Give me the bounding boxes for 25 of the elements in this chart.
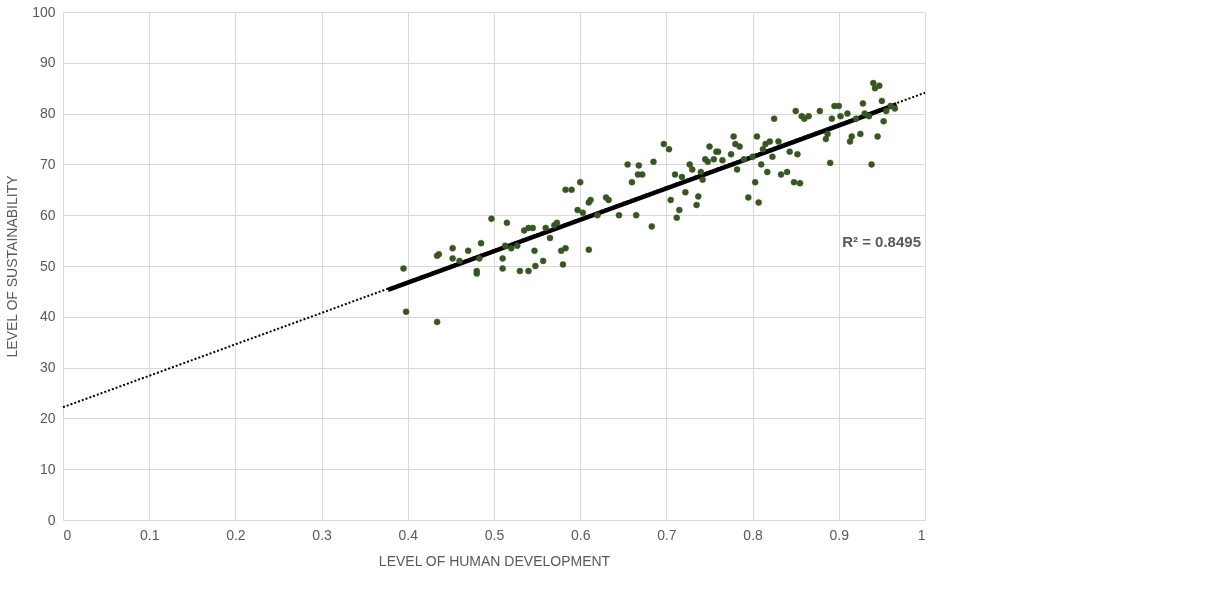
x-tick-label: 0.4 [398, 526, 419, 543]
x-tick-label: 0 [63, 526, 72, 543]
y-tick-label: 10 [39, 460, 56, 477]
x-tick-label: 0.5 [484, 526, 505, 543]
y-tick-label: 100 [32, 3, 56, 20]
annotation: R² = 0.8495 [842, 233, 921, 250]
x-tick-label: 0.3 [312, 526, 333, 543]
x-tick-label: 0.1 [139, 526, 160, 543]
y-tick-label: 30 [39, 359, 56, 376]
x-tick-label: 0.7 [657, 526, 677, 543]
x-axis-title: LEVEL OF HUMAN DEVELOPMENT [378, 552, 611, 569]
y-axis-title: LEVEL OF SUSTAINABILITY [4, 174, 21, 358]
y-tick-label: 90 [39, 54, 56, 71]
y-tick-label: 80 [39, 105, 56, 122]
y-tick-label: 60 [39, 206, 56, 223]
y-tick-label: 40 [39, 308, 56, 325]
y-tick-label: 50 [39, 257, 56, 274]
x-tick-label: 0.9 [829, 526, 850, 543]
y-tick-label: 70 [39, 155, 56, 172]
x-tick-label: 0.8 [743, 526, 764, 543]
y-tick-label: 20 [39, 409, 56, 426]
y-tick-label: 0 [47, 511, 56, 528]
x-tick-label: 0.6 [570, 526, 591, 543]
x-tick-label: 1 [917, 526, 926, 543]
x-tick-label: 0.2 [226, 526, 246, 543]
